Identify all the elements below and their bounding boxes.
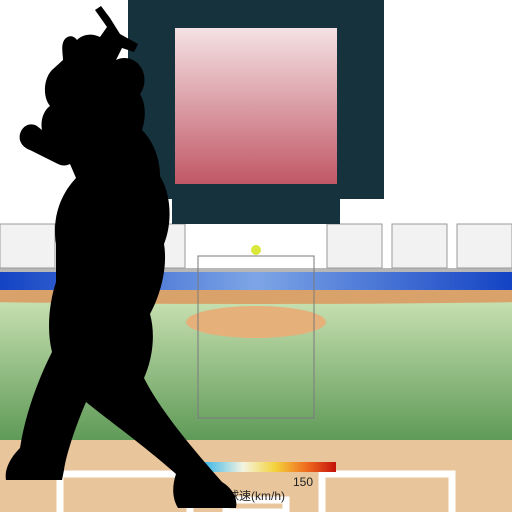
scoreboard-screen [175, 28, 337, 184]
colorbar-tick-label: 150 [293, 475, 313, 489]
pitchers-mound [186, 306, 326, 338]
pitch-location-dot [251, 245, 261, 255]
stands-section [327, 224, 382, 268]
stands-section [0, 224, 55, 268]
stands-section [392, 224, 447, 268]
stands-section [457, 224, 512, 268]
scoreboard-base [172, 199, 340, 224]
